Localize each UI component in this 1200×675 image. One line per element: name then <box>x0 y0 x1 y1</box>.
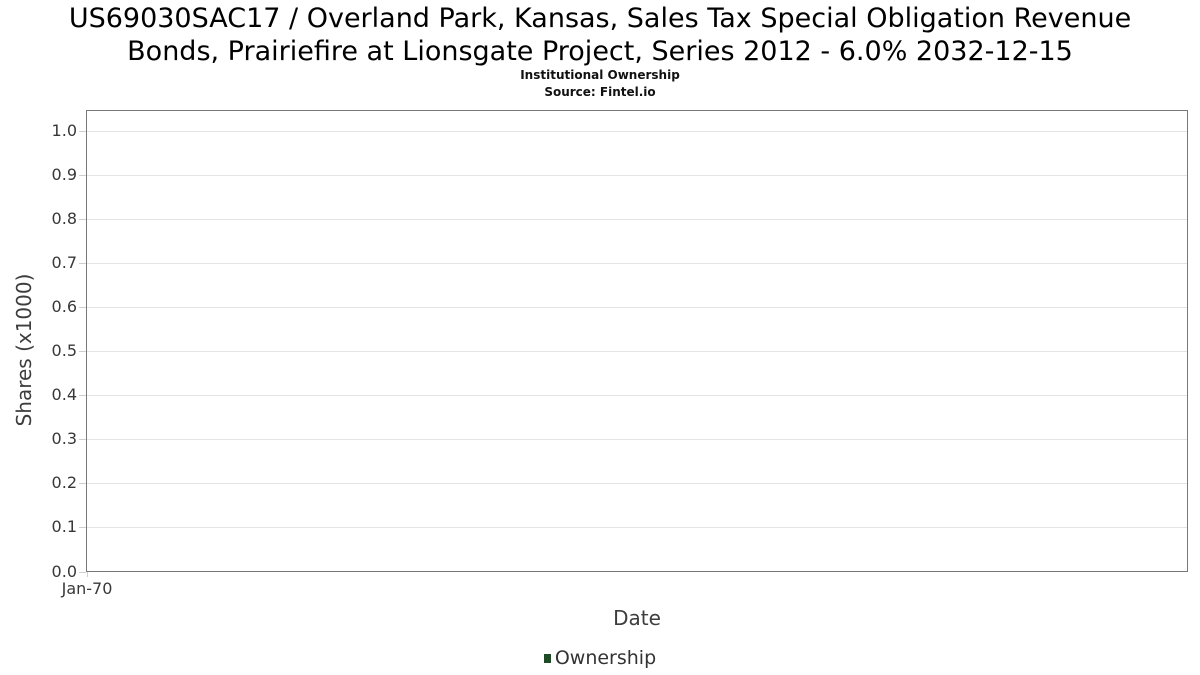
legend: Ownership <box>0 645 1200 671</box>
y-tick-mark <box>79 263 86 265</box>
y-tick-label: 0.6 <box>51 297 77 317</box>
plot-area <box>86 110 1188 572</box>
y-tick-mark <box>79 527 86 529</box>
y-tick-mark <box>79 131 86 132</box>
gridline-y-1.0 <box>87 130 1187 132</box>
y-tick-label: 0.9 <box>51 165 77 185</box>
gridline-y-0.2 <box>87 482 1187 484</box>
y-tick-label: 0.3 <box>51 429 77 449</box>
gridline-y-0.9 <box>87 174 1187 176</box>
x-axis-title: Date <box>613 606 661 630</box>
y-tick-mark <box>79 483 86 485</box>
y-tick-mark <box>79 219 86 221</box>
y-tick-label: 0.8 <box>51 209 77 229</box>
y-tick-mark <box>79 571 86 573</box>
gridline-y-0.7 <box>87 262 1187 264</box>
x-tick-mark <box>87 572 88 577</box>
gridline-y-0.5 <box>87 350 1187 352</box>
gridline-y-0.6 <box>87 306 1187 308</box>
y-tick-mark <box>79 307 86 309</box>
gridline-y-0.3 <box>87 438 1187 440</box>
y-tick-mark <box>79 439 86 441</box>
y-tick-label: 0.1 <box>51 517 77 537</box>
y-tick-mark <box>79 395 86 397</box>
gridline-y-0.8 <box>87 218 1187 220</box>
gridline-y-0.1 <box>87 526 1187 528</box>
y-tick-label: 0.5 <box>51 341 77 361</box>
chart-subtitle: Institutional Ownership <box>520 68 680 82</box>
x-tick-label: Jan-70 <box>61 579 113 598</box>
y-tick-label: 0.0 <box>51 561 77 581</box>
ownership-series-swatch-icon <box>543 653 551 663</box>
y-tick-mark <box>79 175 86 177</box>
legend-label: Ownership <box>554 647 657 669</box>
y-tick-label: 0.2 <box>51 473 77 493</box>
chart-title: US69030SAC17 / Overland Park, Kansas, Sa… <box>68 3 1132 67</box>
y-tick-mark <box>79 351 86 353</box>
gridline-y-0.4 <box>87 394 1187 396</box>
chart-source: Source: Fintel.io <box>544 85 656 99</box>
y-tick-label: 1.0 <box>51 121 77 140</box>
y-tick-label: 0.4 <box>51 385 77 405</box>
y-tick-label: 0.7 <box>51 253 77 273</box>
